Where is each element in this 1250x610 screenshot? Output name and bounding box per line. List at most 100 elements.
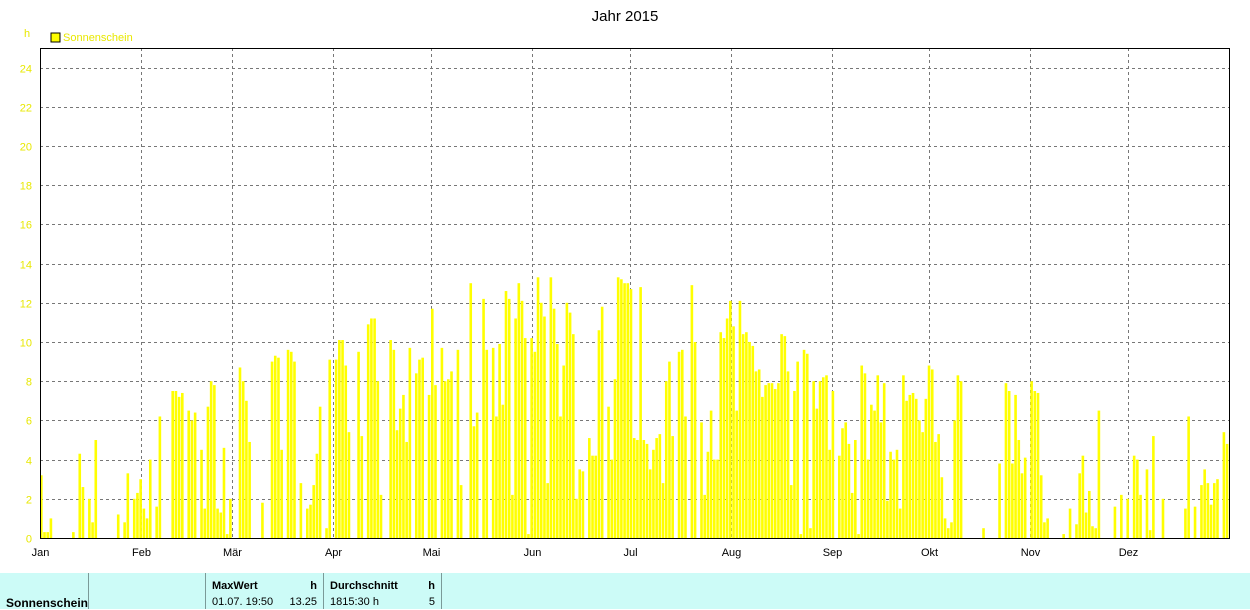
bar xyxy=(764,385,767,538)
bar xyxy=(504,291,508,538)
bar xyxy=(177,396,181,538)
bar xyxy=(639,287,642,538)
bar xyxy=(222,447,226,538)
avg-total: 1815:30 h xyxy=(330,596,379,608)
bar xyxy=(594,455,598,538)
bar xyxy=(395,430,399,538)
bar xyxy=(514,318,517,538)
bar xyxy=(879,422,883,538)
bar xyxy=(421,357,424,538)
bar xyxy=(902,375,905,538)
bar xyxy=(725,318,729,538)
bar xyxy=(91,522,94,538)
bar xyxy=(389,340,392,538)
bar xyxy=(892,459,896,538)
bar xyxy=(1193,506,1197,538)
bar xyxy=(334,359,338,538)
bar xyxy=(450,371,453,538)
bar xyxy=(825,375,828,538)
bar xyxy=(706,451,710,538)
bar xyxy=(690,285,694,538)
bar xyxy=(953,420,956,538)
bar xyxy=(629,289,633,538)
bar xyxy=(491,347,495,538)
x-tick-label: Okt xyxy=(921,547,938,559)
bar xyxy=(626,283,630,538)
bar xyxy=(286,349,290,538)
bar xyxy=(911,392,915,538)
y-tick-label: 10 xyxy=(20,338,32,350)
bar xyxy=(908,394,912,538)
bar xyxy=(293,361,296,538)
bars xyxy=(40,277,1229,538)
stats-bar: Sonnenschein MaxWert h 01.07. 19:50 13.2… xyxy=(0,573,1250,610)
bar xyxy=(773,389,777,538)
avg-unit: h xyxy=(428,580,435,592)
bar xyxy=(918,420,921,538)
bar xyxy=(652,449,655,538)
bar xyxy=(1062,534,1065,538)
bar xyxy=(373,318,376,538)
bar xyxy=(930,369,934,538)
bar xyxy=(469,283,473,538)
bar xyxy=(937,434,940,538)
bar xyxy=(193,412,197,538)
bar xyxy=(732,326,735,538)
bar xyxy=(661,483,665,538)
bar xyxy=(818,381,822,538)
bar xyxy=(511,494,514,538)
bar xyxy=(447,379,450,538)
bar xyxy=(434,385,437,538)
bar xyxy=(123,522,126,538)
bar xyxy=(600,306,604,538)
bar xyxy=(668,361,671,538)
bar xyxy=(418,359,421,538)
legend-swatch xyxy=(50,32,61,43)
bar xyxy=(757,369,761,538)
bar xyxy=(1084,512,1088,538)
bar xyxy=(552,308,556,538)
bar xyxy=(187,410,191,538)
bar xyxy=(1068,508,1072,538)
bar xyxy=(572,334,575,538)
bar xyxy=(248,441,251,538)
bar xyxy=(398,408,402,538)
bar xyxy=(72,532,75,538)
x-tick-label: Apr xyxy=(325,547,342,559)
bar xyxy=(216,508,219,538)
y-tick-label: 0 xyxy=(26,534,32,546)
bar xyxy=(206,406,210,538)
bar xyxy=(648,469,652,538)
legend-label: Sonnenschein xyxy=(63,32,133,44)
bar xyxy=(927,365,931,538)
bar xyxy=(642,440,646,538)
bar xyxy=(1126,498,1130,538)
bar xyxy=(578,469,582,538)
bar xyxy=(854,440,857,538)
bar xyxy=(209,381,213,538)
bar xyxy=(366,324,370,538)
bar xyxy=(181,392,184,538)
bar xyxy=(783,336,787,538)
bar xyxy=(414,373,418,538)
bar xyxy=(838,455,841,538)
stats-avg-cell: Durchschnitt h 1815:30 h 5 xyxy=(324,573,442,609)
x-axis-ticks: Jan Feb Mär Apr Mai Jun Jul Aug Sep Okt Nov Dez xyxy=(32,547,1139,559)
bar xyxy=(1017,440,1021,538)
bar xyxy=(315,453,319,538)
bar xyxy=(1078,473,1081,538)
bar xyxy=(950,522,953,538)
y-tick-label: 22 xyxy=(20,103,32,115)
x-tick-label: Mär xyxy=(223,547,242,559)
bar xyxy=(1225,443,1229,538)
bar xyxy=(241,381,245,538)
bar xyxy=(289,351,293,538)
stats-label-cell: Sonnenschein xyxy=(0,573,89,610)
bar xyxy=(312,485,316,538)
bar xyxy=(225,534,229,538)
bar xyxy=(203,508,207,538)
bar xyxy=(1148,530,1152,538)
bar xyxy=(517,283,521,538)
bar xyxy=(142,508,146,538)
bar xyxy=(485,349,489,538)
